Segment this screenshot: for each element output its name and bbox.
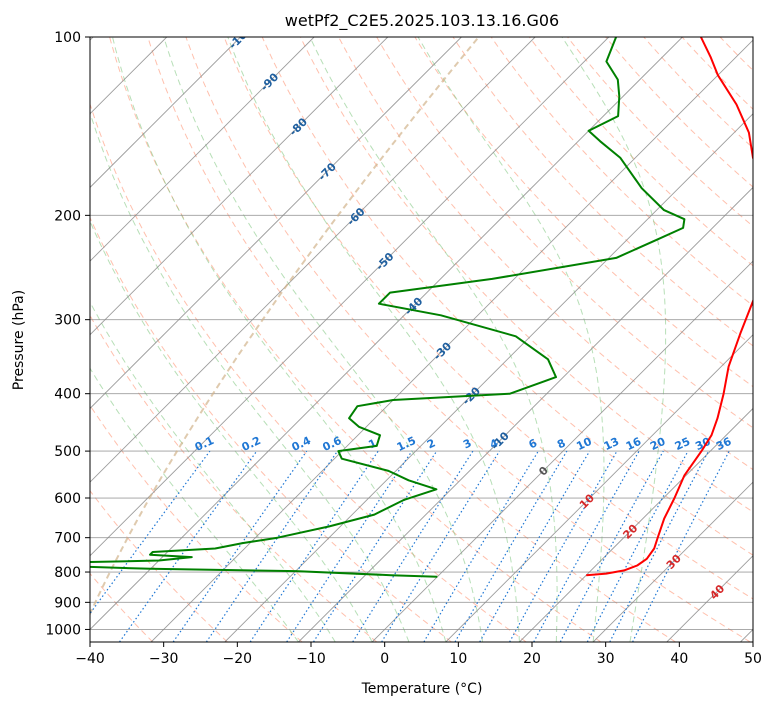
reference-curve	[90, 37, 480, 617]
y-tick-label: 600	[54, 491, 81, 507]
dry-adiabat	[147, 37, 676, 642]
x-tick-label: 20	[523, 651, 541, 667]
x-tick-label: 50	[744, 651, 762, 667]
y-tick-label: 100	[54, 30, 81, 46]
plot-area: 0.1 0.2 0.4 0.6 1 1.5 2 3 4 6 8 10 13 16 20 25 30 36-100-…	[90, 37, 753, 642]
moist-adiabat	[309, 37, 558, 642]
isotherm	[90, 37, 315, 262]
mixing-ratio-line	[454, 450, 568, 642]
temperature-profile-line	[586, 37, 753, 577]
mixing-ratio-label: 36	[714, 435, 734, 453]
x-tick-label: −40	[75, 651, 105, 667]
mixing-ratio-line	[533, 450, 640, 642]
moist-adiabat	[417, 37, 605, 642]
dewpoint-profile-line	[90, 37, 686, 578]
mixing-ratio-line	[352, 450, 474, 642]
moist-adiabat	[90, 111, 410, 642]
moist-adiabat	[90, 220, 373, 642]
x-axis-label: Temperature (°C)	[361, 681, 483, 697]
isotherm	[90, 37, 389, 336]
x-tick-label: 10	[449, 651, 467, 667]
mixing-ratio-label: 13	[602, 435, 621, 453]
dry-adiabat	[90, 314, 378, 642]
mixing-ratio-line	[381, 450, 501, 642]
dry-adiabat	[299, 37, 753, 513]
x-tick-label: 30	[597, 651, 615, 667]
dry-adiabat	[90, 216, 452, 642]
isotherm	[224, 113, 753, 642]
y-axis-label: Pressure (hPa)	[11, 290, 27, 390]
isotherm	[90, 37, 241, 189]
moist-adiabat	[561, 37, 667, 642]
isotherm	[371, 260, 753, 642]
mixing-ratio-label: 10	[574, 435, 594, 453]
plot-frame	[89, 36, 754, 643]
y-tick-label: 300	[54, 313, 81, 329]
moist-adiabat	[163, 37, 484, 642]
dry-adiabat	[261, 37, 753, 556]
mixing-ratio-line	[90, 450, 211, 615]
mixing-ratio-line	[509, 450, 618, 642]
dry-adiabat	[414, 37, 753, 388]
isotherm	[90, 37, 683, 631]
isotherm	[90, 37, 462, 410]
moist-adiabat	[112, 37, 447, 642]
dry-adiabat	[643, 37, 753, 149]
moist-adiabat	[227, 37, 520, 642]
y-tick-label: 800	[54, 565, 81, 581]
mixing-ratio-line	[479, 450, 591, 642]
dry-adiabat	[90, 102, 527, 642]
dry-adiabat	[109, 37, 602, 642]
axes: −40 −30 −20 −10 0 10 20 30 40 50 100 200 300 400 500 60…	[45, 30, 762, 667]
x-tick-label: −10	[296, 651, 326, 667]
mixing-ratio-label: 25	[673, 435, 692, 453]
dry-adiabat	[376, 37, 753, 429]
mixing-ratio-line	[423, 450, 539, 642]
y-tick-label: 900	[54, 595, 81, 611]
isotherm	[519, 407, 753, 642]
isotherm	[90, 37, 610, 557]
y-tick-label: 200	[54, 208, 81, 224]
isotherm	[592, 481, 753, 642]
mixing-ratio-line	[172, 450, 308, 642]
mixing-ratio-line	[559, 450, 664, 642]
mixing-ratio-label: 16	[624, 435, 644, 453]
y-tick-label: 500	[54, 444, 81, 460]
moist-adiabat	[90, 301, 336, 642]
isotherm	[90, 37, 536, 483]
dry-adiabat	[490, 37, 753, 307]
x-tick-label: −30	[149, 651, 179, 667]
y-tick-label: 400	[54, 387, 81, 403]
x-tick-label: −20	[223, 651, 253, 667]
dry-adiabat	[605, 37, 753, 188]
y-tick-label: 1000	[45, 622, 81, 638]
chart-title: wetPf2_C2E5.2025.103.13.16.G06	[285, 11, 559, 31]
dry-adiabat	[452, 37, 753, 347]
mixing-ratio-line	[119, 450, 258, 642]
x-tick-label: 0	[380, 651, 389, 667]
dry-adiabat	[223, 37, 753, 600]
dry-adiabat	[90, 404, 303, 642]
isotherm	[298, 186, 753, 642]
mixing-ratio-label: 20	[648, 435, 668, 453]
dry-adiabat	[185, 37, 751, 642]
mixing-ratio-line	[205, 450, 338, 642]
x-tick-label: 40	[670, 651, 688, 667]
isotherm	[445, 334, 753, 642]
dry-adiabat	[338, 37, 753, 471]
y-tick-label: 700	[54, 531, 81, 547]
